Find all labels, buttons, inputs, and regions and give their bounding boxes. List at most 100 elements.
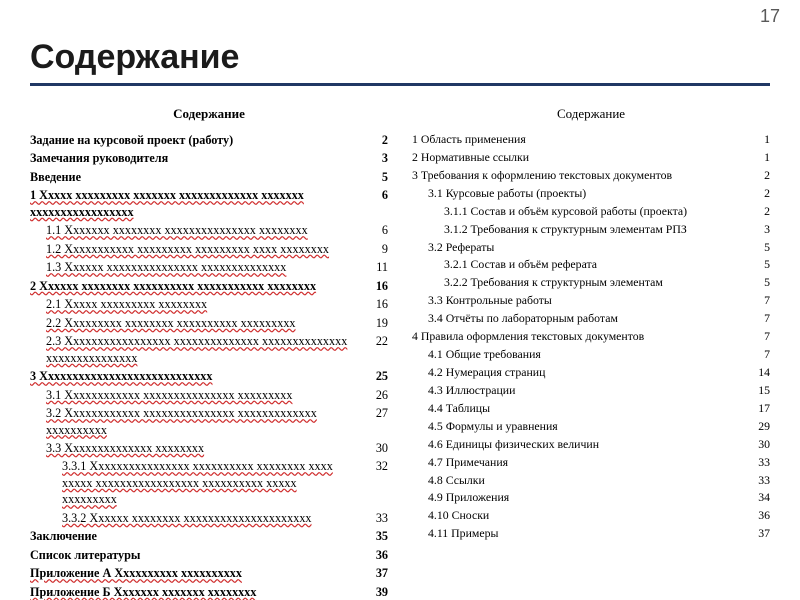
toc-label: 4.6 Единицы физических величин	[412, 437, 746, 453]
toc-label: 4.5 Формулы и уравнения	[412, 419, 746, 435]
toc-row: 3.2.2 Требования к структурным элементам…	[412, 275, 770, 291]
toc-row: 4.5 Формулы и уравнения29	[412, 419, 770, 435]
toc-row: 3 Xxxxxxxxxxxxxxxxxxxxxxxxxxxx25	[30, 368, 388, 384]
toc-page: 27	[364, 405, 388, 421]
toc-row: 4.10 Сноски36	[412, 508, 770, 524]
toc-page: 35	[364, 528, 388, 544]
toc-row: 1 Xxxxx xxxxxxxxx xxxxxxx xxxxxxxxxxxxx …	[30, 187, 388, 220]
toc-page: 30	[364, 440, 388, 456]
toc-label: 4.8 Ссылки	[412, 473, 746, 489]
toc-label: 2 Xxxxxx xxxxxxxx xxxxxxxxxx xxxxxxxxxxx…	[30, 278, 364, 294]
toc-label: Приложение А Xxxxxxxxxx xxxxxxxxxx	[30, 565, 364, 581]
toc-label: 1.2 Xxxxxxxxxxx xxxxxxxxx xxxxxxxxx xxxx…	[30, 241, 364, 257]
toc-row: 4.9 Приложения34	[412, 490, 770, 506]
toc-row: 3.1 Курсовые работы (проекты)2	[412, 186, 770, 202]
toc-label: 2.3 Xxxxxxxxxxxxxxxxx xxxxxxxxxxxxxx xxx…	[30, 333, 364, 366]
toc-page: 6	[364, 222, 388, 238]
toc-label: 1.1 Xxxxxxx xxxxxxxx xxxxxxxxxxxxxxx xxx…	[30, 222, 364, 238]
toc-row: 4.8 Ссылки33	[412, 473, 770, 489]
toc-row: Список литературы36	[30, 547, 388, 563]
toc-row: 4.1 Общие требования7	[412, 347, 770, 363]
toc-label: 3 Xxxxxxxxxxxxxxxxxxxxxxxxxxxx	[30, 368, 364, 384]
toc-row: 4.6 Единицы физических величин30	[412, 437, 770, 453]
toc-row: 2.3 Xxxxxxxxxxxxxxxxx xxxxxxxxxxxxxx xxx…	[30, 333, 388, 366]
toc-label: 3.2 Рефераты	[412, 240, 746, 256]
toc-page: 2	[746, 168, 770, 184]
toc-label: Список литературы	[30, 547, 364, 563]
toc-page: 30	[746, 437, 770, 453]
toc-label: Введение	[30, 169, 364, 185]
toc-page: 5	[746, 240, 770, 256]
toc-page: 3	[364, 150, 388, 166]
toc-row: 4.4 Таблицы17	[412, 401, 770, 417]
toc-row: 2.1 Xxxxx xxxxxxxxx xxxxxxxx16	[30, 296, 388, 312]
toc-label: 4.4 Таблицы	[412, 401, 746, 417]
toc-page: 39	[364, 584, 388, 600]
toc-label: 2.1 Xxxxx xxxxxxxxx xxxxxxxx	[30, 296, 364, 312]
toc-row: 3.1.1 Состав и объём курсовой работы (пр…	[412, 204, 770, 220]
toc-page: 37	[746, 526, 770, 542]
toc-row: 3.3 Xxxxxxxxxxxxxx xxxxxxxx30	[30, 440, 388, 456]
toc-label: 1 Xxxxx xxxxxxxxx xxxxxxx xxxxxxxxxxxxx …	[30, 187, 364, 220]
toc-label: 3.3 Xxxxxxxxxxxxxx xxxxxxxx	[30, 440, 364, 456]
toc-row: 3.4 Отчёты по лабораторным работам7	[412, 311, 770, 327]
page-number: 17	[760, 6, 780, 27]
toc-page: 5	[746, 257, 770, 273]
toc-page: 7	[746, 311, 770, 327]
toc-row: 3.3.2 Xxxxxx xxxxxxxx xxxxxxxxxxxxxxxxxx…	[30, 510, 388, 526]
columns: Содержание Задание на курсовой проект (р…	[30, 100, 770, 600]
toc-page: 32	[364, 458, 388, 474]
toc-page: 19	[364, 315, 388, 331]
right-toc: 1 Область применения12 Нормативные ссылк…	[412, 132, 770, 542]
toc-label: 1 Область применения	[412, 132, 746, 148]
toc-label: 3.2.1 Состав и объём реферата	[412, 257, 746, 273]
toc-label: 3.3.2 Xxxxxx xxxxxxxx xxxxxxxxxxxxxxxxxx…	[30, 510, 364, 526]
toc-page: 36	[364, 547, 388, 563]
toc-row: 1.3 Xxxxxx xxxxxxxxxxxxxxx xxxxxxxxxxxxx…	[30, 259, 388, 275]
toc-page: 17	[746, 401, 770, 417]
toc-label: 4.10 Сноски	[412, 508, 746, 524]
toc-label: 4.1 Общие требования	[412, 347, 746, 363]
toc-row: Задание на курсовой проект (работу)2	[30, 132, 388, 148]
toc-row: 4.3 Иллюстрации15	[412, 383, 770, 399]
toc-row: 3.2.1 Состав и объём реферата5	[412, 257, 770, 273]
slide: 17 Содержание Содержание Задание на курс…	[0, 0, 800, 600]
toc-label: 3.2.2 Требования к структурным элементам	[412, 275, 746, 291]
toc-page: 7	[746, 347, 770, 363]
toc-page: 14	[746, 365, 770, 381]
toc-label: Задание на курсовой проект (работу)	[30, 132, 364, 148]
toc-page: 16	[364, 278, 388, 294]
toc-row: 4.11 Примеры37	[412, 526, 770, 542]
toc-label: 4.7 Примечания	[412, 455, 746, 471]
toc-label: Замечания руководителя	[30, 150, 364, 166]
toc-page: 26	[364, 387, 388, 403]
toc-label: 2.2 Xxxxxxxxx xxxxxxxx xxxxxxxxxx xxxxxx…	[30, 315, 364, 331]
toc-label: 3.3 Контрольные работы	[412, 293, 746, 309]
toc-page: 1	[746, 150, 770, 166]
toc-label: 3.1.2 Требования к структурным элементам…	[412, 222, 746, 238]
toc-page: 7	[746, 329, 770, 345]
toc-row: 3.2 Рефераты5	[412, 240, 770, 256]
toc-row: Замечания руководителя3	[30, 150, 388, 166]
toc-label: 4 Правила оформления текстовых документо…	[412, 329, 746, 345]
toc-label: 4.2 Нумерация страниц	[412, 365, 746, 381]
toc-page: 7	[746, 293, 770, 309]
toc-row: 3.3.1 Xxxxxxxxxxxxxxxx xxxxxxxxxx xxxxxx…	[30, 458, 388, 507]
toc-label: 3 Требования к оформлению текстовых доку…	[412, 168, 746, 184]
toc-page: 34	[746, 490, 770, 506]
toc-row: 3.2 Xxxxxxxxxxxx xxxxxxxxxxxxxxx xxxxxxx…	[30, 405, 388, 438]
toc-row: 1 Область применения1	[412, 132, 770, 148]
toc-page: 16	[364, 296, 388, 312]
toc-label: 4.11 Примеры	[412, 526, 746, 542]
toc-page: 33	[746, 473, 770, 489]
toc-row: 2.2 Xxxxxxxxx xxxxxxxx xxxxxxxxxx xxxxxx…	[30, 315, 388, 331]
toc-label: 4.9 Приложения	[412, 490, 746, 506]
toc-page: 29	[746, 419, 770, 435]
toc-page: 3	[746, 222, 770, 238]
toc-page: 25	[364, 368, 388, 384]
toc-label: 3.1 Курсовые работы (проекты)	[412, 186, 746, 202]
toc-page: 9	[364, 241, 388, 257]
toc-label: 3.2 Xxxxxxxxxxxx xxxxxxxxxxxxxxx xxxxxxx…	[30, 405, 364, 438]
title-rule	[30, 83, 770, 86]
toc-row: 3.3 Контрольные работы7	[412, 293, 770, 309]
